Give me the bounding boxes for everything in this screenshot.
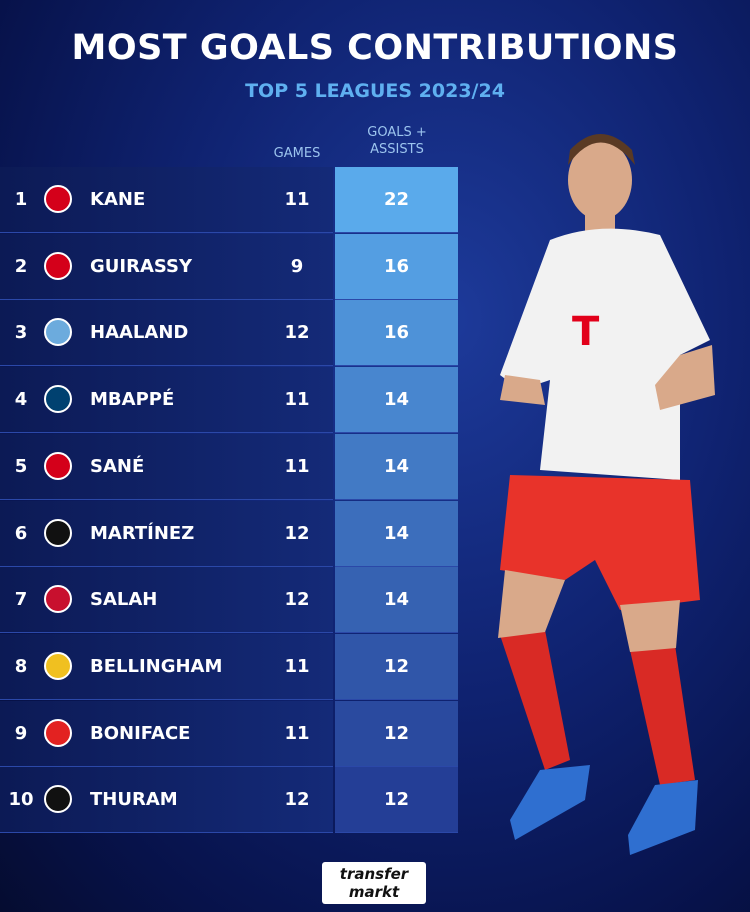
player-name: KANE	[90, 189, 146, 210]
club-crest	[44, 718, 72, 747]
player-name: BONIFACE	[90, 722, 191, 744]
logo-line: markt	[348, 883, 400, 901]
goals-assists: 16	[335, 300, 458, 367]
games: 9	[290, 255, 304, 277]
logo-line: transfer	[339, 865, 409, 883]
sock	[500, 630, 570, 770]
rank: 2	[14, 255, 28, 277]
player-name: THURAM	[90, 789, 178, 811]
player-name: SANÉ	[90, 455, 145, 477]
arm	[655, 345, 715, 410]
table-row: 3 HAALAND 12	[0, 300, 333, 367]
rank: 7	[14, 589, 28, 611]
goals-assists: 14	[335, 367, 458, 434]
goals-assists: 14	[335, 567, 458, 634]
table-row: 2 GUIRASSY 9	[0, 233, 333, 300]
goals-assists: 22	[335, 167, 458, 233]
player-name: MBAPPÉ	[90, 389, 175, 411]
rank: 1	[14, 189, 28, 210]
shirt	[500, 228, 710, 480]
games: 12	[284, 589, 310, 611]
games: 11	[284, 455, 310, 477]
games: 12	[284, 789, 310, 811]
leg	[498, 570, 565, 638]
player-name: SALAH	[90, 589, 158, 611]
shorts	[500, 475, 700, 610]
club-crest	[44, 251, 72, 280]
club-crest	[44, 785, 72, 814]
subtitle: TOP 5 LEAGUES 2023/24	[245, 80, 505, 102]
games: 11	[284, 722, 310, 744]
rank: 8	[14, 655, 28, 677]
rank: 3	[14, 322, 28, 344]
club-crest	[44, 451, 72, 480]
boot	[628, 780, 698, 855]
goals-assists: 12	[335, 700, 458, 767]
rank: 4	[14, 389, 28, 411]
club-crest	[44, 651, 72, 680]
table-row: 10 THURAM 12	[0, 767, 333, 834]
sock	[630, 645, 695, 785]
table-row: 7 SALAH 12	[0, 567, 333, 634]
club-crest	[44, 318, 72, 347]
table-row: 1 KANE 11	[0, 167, 333, 233]
goals-assists: 16	[335, 233, 458, 300]
arm	[500, 375, 545, 405]
player-name: BELLINGHAM	[90, 655, 223, 677]
games: 11	[284, 389, 310, 411]
goals-assists: 14	[335, 500, 458, 567]
rank: 9	[14, 722, 28, 744]
shirt-logo: T	[572, 309, 600, 355]
table-row: 6 MARTÍNEZ 12	[0, 500, 333, 567]
player-name: GUIRASSY	[90, 255, 193, 277]
hair	[568, 134, 635, 165]
table-row: 8 BELLINGHAM 11	[0, 633, 333, 700]
games: 12	[284, 522, 310, 544]
player-name: MARTÍNEZ	[90, 522, 195, 544]
rank: 10	[8, 789, 34, 811]
leg	[620, 600, 680, 652]
title: MOST GOALS CONTRIBUTIONS	[71, 28, 679, 68]
goals-assists: 12	[335, 767, 458, 834]
player-name: HAALAND	[90, 322, 189, 344]
games: 12	[284, 322, 310, 344]
table-row: 5 SANÉ 11	[0, 433, 333, 500]
rank: 5	[14, 455, 28, 477]
table-row: 4 MBAPPÉ 11	[0, 367, 333, 434]
goals-assists: 14	[335, 433, 458, 500]
club-crest	[44, 185, 72, 213]
table-row: 9 BONIFACE 11	[0, 700, 333, 767]
column-header: GAMES	[273, 146, 321, 161]
club-crest	[44, 585, 72, 614]
club-crest	[44, 518, 72, 547]
games: 11	[284, 189, 310, 210]
head	[568, 140, 632, 220]
column-header: GOALS + ASSISTS	[367, 125, 427, 157]
goals-assists: 12	[335, 633, 458, 700]
club-crest	[44, 385, 72, 414]
boot	[510, 765, 590, 840]
logo: transfer markt	[322, 862, 426, 904]
games: 11	[284, 655, 310, 677]
rank: 6	[14, 522, 28, 544]
